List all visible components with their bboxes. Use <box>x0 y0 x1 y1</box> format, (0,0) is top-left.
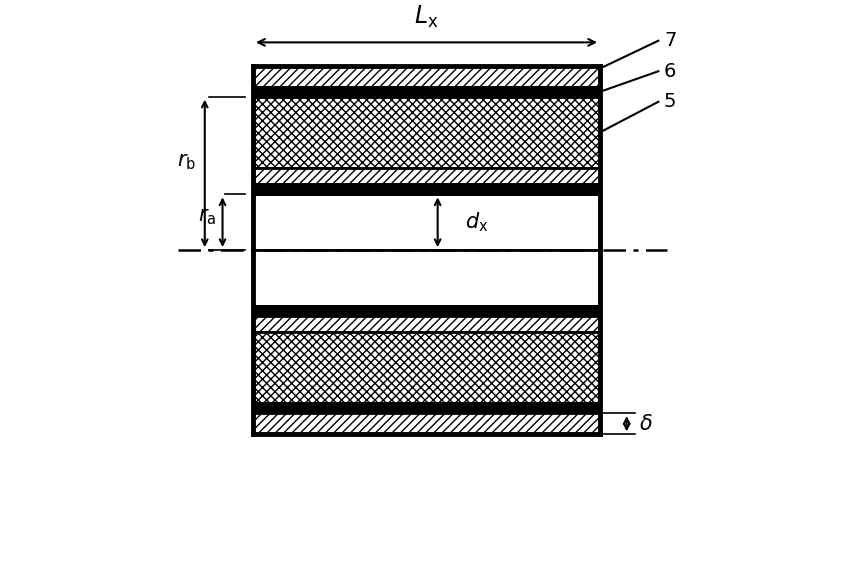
Text: 6: 6 <box>664 62 676 81</box>
Text: $\delta$: $\delta$ <box>639 414 653 434</box>
Bar <box>253 184 600 194</box>
Bar <box>253 168 600 184</box>
Bar <box>253 306 600 315</box>
Bar <box>253 87 600 97</box>
Bar <box>253 66 600 87</box>
Text: $L_\mathrm{x}$: $L_\mathrm{x}$ <box>414 4 439 30</box>
Text: 7: 7 <box>664 31 676 50</box>
Text: $d_\mathrm{x}$: $d_\mathrm{x}$ <box>466 211 489 234</box>
Text: 5: 5 <box>664 93 676 111</box>
Bar <box>253 403 600 413</box>
Bar <box>253 413 600 434</box>
Bar <box>253 194 600 250</box>
Bar <box>253 332 600 403</box>
Bar <box>253 315 600 332</box>
Text: $r_\mathrm{b}$: $r_\mathrm{b}$ <box>178 152 197 172</box>
Bar <box>253 97 600 168</box>
Text: $r_\mathrm{a}$: $r_\mathrm{a}$ <box>198 207 216 227</box>
Bar <box>253 250 600 306</box>
Bar <box>253 66 600 434</box>
